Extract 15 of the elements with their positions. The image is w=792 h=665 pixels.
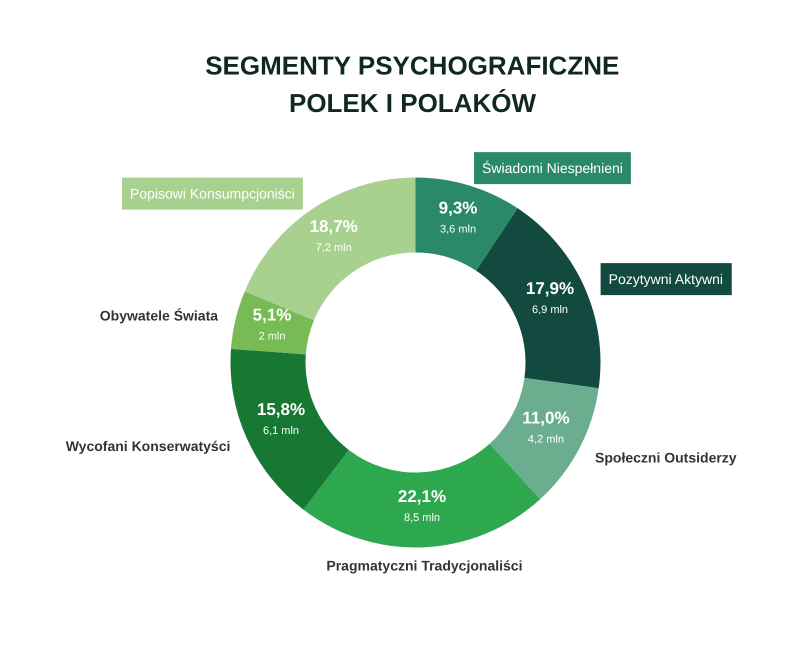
slice-label: Popisowi Konsumpcjoniści <box>130 186 295 202</box>
slice-label: Wycofani Konserwatyści <box>66 438 230 454</box>
data-label: 15,8% 6,1 mln <box>256 400 306 438</box>
data-label: 18,7% 7,2 mln <box>310 216 358 254</box>
slice-label: Pozytywni Aktywni <box>608 271 723 288</box>
slice-label: Społeczni Outsiderzy <box>595 449 737 466</box>
data-label: 17,9% 6,9 mln <box>526 278 574 316</box>
data-label: 22,1% 8,5 mln <box>398 486 446 524</box>
data-label: 9,3% 3,6 mln <box>438 198 478 236</box>
slice-label: Pragmatyczni Tradycjonaliści <box>326 557 522 574</box>
chart-title: SEGMENTY PSYCHOGRAFICZNE POLEK I POLAKÓW <box>205 50 620 118</box>
data-label: 11,0% 4,2 mln <box>522 408 570 446</box>
slice-label: Świadomi Niespełnieni <box>482 160 623 176</box>
data-label: 5,1% 2 mln <box>252 305 292 342</box>
slice-label: Obywatele Świata <box>100 307 218 324</box>
